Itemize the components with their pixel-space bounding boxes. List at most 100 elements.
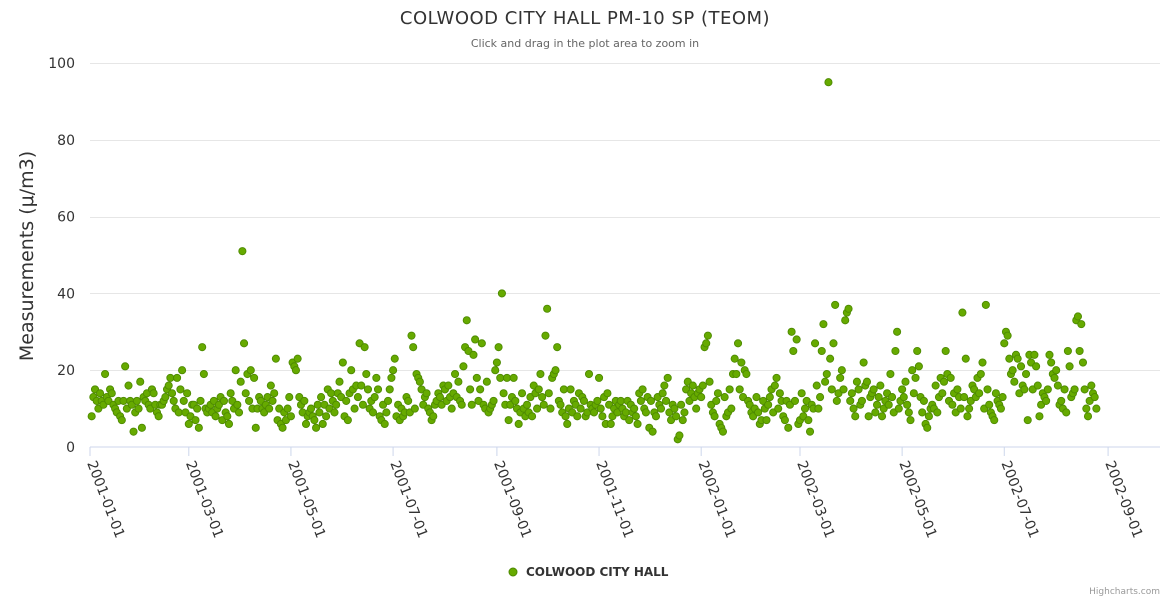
data-point[interactable] (893, 327, 902, 336)
data-point[interactable] (199, 369, 208, 379)
data-point[interactable] (712, 396, 721, 405)
data-point[interactable] (357, 381, 366, 390)
data-point[interactable] (752, 393, 761, 402)
data-point[interactable] (923, 423, 932, 432)
data-point[interactable] (544, 389, 553, 398)
data-point[interactable] (698, 381, 707, 390)
data-point[interactable] (844, 304, 853, 313)
data-point[interactable] (1016, 362, 1026, 371)
data-point[interactable] (784, 423, 793, 432)
data-point[interactable] (939, 377, 949, 386)
data-point[interactable] (593, 396, 602, 405)
data-point[interactable] (772, 373, 781, 382)
data-point[interactable] (149, 389, 158, 398)
data-point[interactable] (906, 416, 915, 425)
data-point[interactable] (1073, 312, 1082, 321)
data-point[interactable] (1083, 412, 1093, 421)
data-point[interactable] (864, 412, 873, 421)
data-point[interactable] (358, 400, 367, 409)
data-point[interactable] (584, 369, 594, 379)
data-point[interactable] (322, 412, 331, 421)
data-point[interactable] (837, 366, 846, 375)
data-point[interactable] (862, 377, 872, 386)
data-point[interactable] (194, 423, 203, 432)
data-point[interactable] (948, 400, 957, 409)
data-point[interactable] (335, 377, 344, 386)
data-point[interactable] (462, 316, 471, 325)
data-point[interactable] (732, 369, 741, 379)
data-point[interactable] (285, 393, 294, 402)
data-point[interactable] (534, 385, 543, 394)
data-point[interactable] (330, 408, 339, 417)
data-point[interactable] (648, 427, 657, 436)
data-point[interactable] (1060, 385, 1069, 394)
data-point[interactable] (312, 423, 321, 432)
data-point[interactable] (368, 408, 378, 417)
series-points[interactable] (87, 78, 1101, 444)
data-point[interactable] (332, 400, 341, 409)
data-point[interactable] (132, 396, 141, 405)
data-point[interactable] (444, 381, 453, 390)
data-point[interactable] (819, 320, 828, 329)
data-point[interactable] (1032, 362, 1041, 371)
data-point[interactable] (96, 389, 105, 398)
data-point[interactable] (595, 373, 604, 382)
data-point[interactable] (996, 404, 1005, 413)
data-point[interactable] (742, 369, 751, 379)
data-point[interactable] (774, 404, 783, 413)
data-point[interactable] (223, 412, 232, 421)
data-point[interactable] (450, 369, 460, 379)
data-point[interactable] (134, 404, 143, 413)
legend[interactable]: COLWOOD CITY HALL (508, 565, 669, 579)
data-point[interactable] (566, 385, 575, 394)
data-point[interactable] (762, 416, 771, 425)
data-point[interactable] (499, 389, 508, 398)
data-point[interactable] (851, 412, 860, 421)
data-point[interactable] (1045, 350, 1054, 359)
data-point[interactable] (234, 408, 244, 417)
data-point[interactable] (663, 373, 672, 382)
data-point[interactable] (692, 404, 701, 413)
data-point[interactable] (705, 377, 714, 386)
data-point[interactable] (492, 358, 501, 367)
data-point[interactable] (725, 385, 734, 394)
data-point[interactable] (504, 416, 513, 425)
data-point[interactable] (976, 369, 985, 379)
data-point[interactable] (318, 419, 327, 429)
data-point[interactable] (857, 396, 866, 405)
data-point[interactable] (775, 389, 784, 398)
data-point[interactable] (268, 396, 277, 405)
data-point[interactable] (338, 358, 347, 367)
data-point[interactable] (991, 389, 1000, 398)
data-point[interactable] (496, 373, 505, 382)
data-point[interactable] (1030, 350, 1039, 359)
data-point[interactable] (770, 381, 779, 390)
data-point[interactable] (193, 404, 202, 413)
data-point[interactable] (849, 404, 858, 413)
data-point[interactable] (541, 331, 550, 340)
data-point[interactable] (1077, 320, 1086, 329)
data-point[interactable] (528, 412, 537, 421)
data-point[interactable] (491, 366, 500, 375)
data-point[interactable] (831, 300, 840, 309)
data-point[interactable] (710, 412, 719, 421)
data-point[interactable] (347, 366, 356, 375)
data-point[interactable] (363, 385, 373, 394)
data-point[interactable] (1065, 362, 1074, 371)
data-point[interactable] (826, 354, 835, 363)
data-point[interactable] (176, 385, 185, 394)
data-point[interactable] (730, 354, 739, 363)
data-point[interactable] (677, 400, 686, 409)
data-point[interactable] (579, 396, 589, 405)
data-point[interactable] (301, 419, 311, 429)
data-point[interactable] (385, 385, 394, 394)
data-point[interactable] (636, 396, 645, 405)
legend-label[interactable]: COLWOOD CITY HALL (526, 565, 669, 579)
data-point[interactable] (472, 373, 481, 382)
data-point[interactable] (224, 419, 234, 429)
data-point[interactable] (117, 416, 126, 425)
data-point[interactable] (390, 354, 399, 363)
data-point[interactable] (124, 381, 133, 390)
data-point[interactable] (372, 373, 381, 382)
data-point[interactable] (178, 366, 187, 375)
